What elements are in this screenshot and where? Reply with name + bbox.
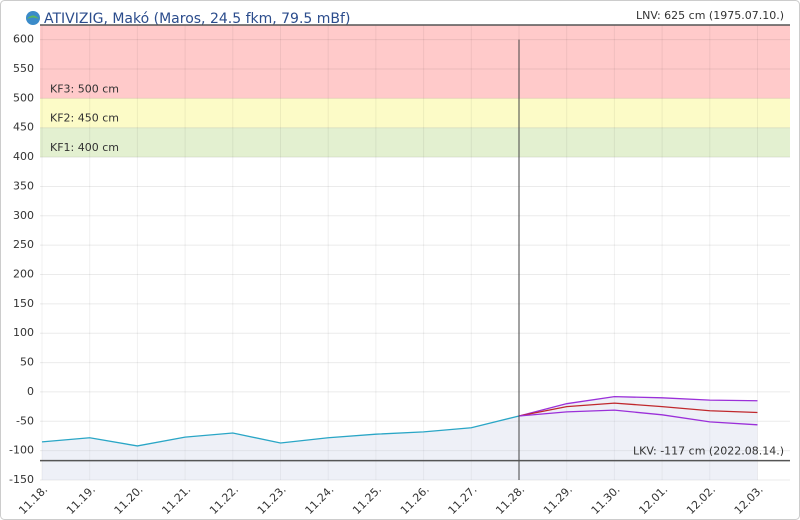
band-label: KF3: 500 cm — [50, 82, 119, 95]
threshold-band — [40, 127, 790, 158]
area-fill — [519, 396, 758, 480]
y-tick-label: 50 — [20, 356, 34, 369]
series-line — [518, 395, 758, 417]
threshold-band — [40, 25, 790, 99]
y-tick-label: -50 — [16, 414, 34, 427]
y-tick-label: 100 — [13, 326, 34, 339]
band-label: KF1: 400 cm — [50, 141, 119, 154]
y-tick-label: 300 — [13, 209, 34, 222]
band-label: KF2: 450 cm — [50, 112, 119, 125]
y-tick-label: 450 — [13, 121, 34, 134]
area-fill — [42, 416, 519, 480]
y-tick-label: -150 — [9, 473, 34, 486]
y-tick-label: 150 — [13, 297, 34, 310]
y-tick-label: 550 — [13, 62, 34, 75]
y-tick-label: 0 — [27, 385, 34, 398]
reference-label: LKV: -117 cm (2022.08.14.) — [633, 445, 784, 458]
y-tick-label: 200 — [13, 268, 34, 281]
series-line — [41, 415, 520, 447]
chart-title: ATIVIZIG, Makó (Maros, 24.5 fkm, 79.5 mB… — [44, 11, 350, 27]
y-tick-label: 600 — [13, 33, 34, 46]
logo — [26, 11, 40, 25]
y-tick-label: 350 — [13, 179, 34, 192]
threshold-band — [40, 98, 790, 128]
y-tick-label: 400 — [13, 150, 34, 163]
y-tick-label: 500 — [13, 91, 34, 104]
reference-label: LNV: 625 cm (1975.07.10.) — [636, 9, 784, 22]
y-tick-label: -100 — [9, 444, 34, 457]
series-line — [518, 409, 758, 426]
y-tick-label: 250 — [13, 238, 34, 251]
series-line — [518, 402, 758, 417]
